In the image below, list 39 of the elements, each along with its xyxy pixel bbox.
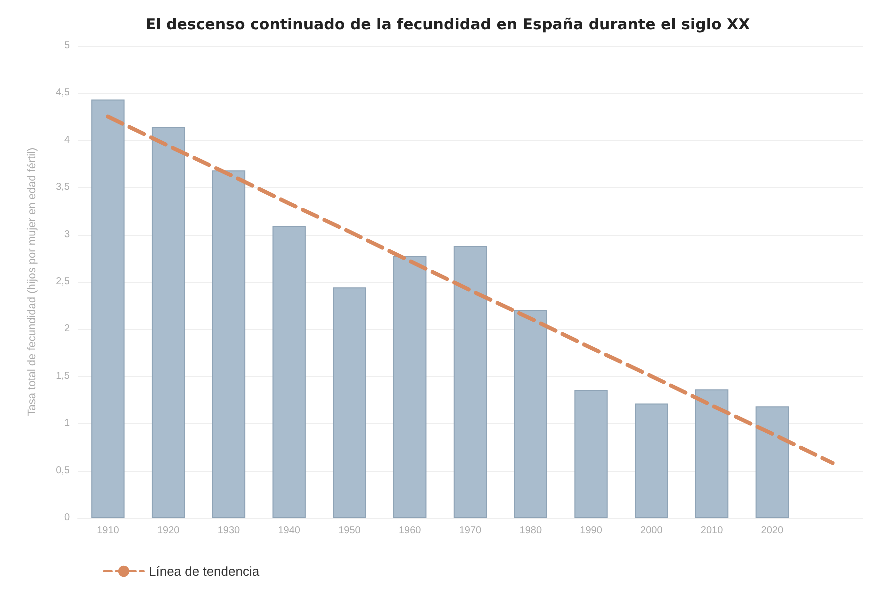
x-tick-label: 2010	[700, 526, 724, 536]
y-tick-label: 5	[64, 40, 70, 52]
line-series	[106, 114, 835, 466]
bar	[756, 406, 790, 518]
y-tick-label: 1	[64, 418, 70, 430]
y-axis-title: Tasa total de fecundidad (hijos por mujer en edad fértil)	[26, 148, 38, 416]
chart-title: El descenso continuado de la fecundidad en España durante el siglo XX	[146, 16, 751, 34]
x-tick-label: 1930	[218, 526, 241, 536]
bar	[574, 390, 608, 518]
y-tick-label: 4,5	[56, 88, 70, 99]
y-tick-label: 0	[64, 512, 70, 524]
x-tick-label: 1920	[157, 526, 180, 536]
y-tick-label: 0,5	[56, 465, 70, 476]
bar	[635, 404, 668, 518]
x-tick-label: 1910	[97, 526, 120, 536]
bar	[212, 170, 246, 518]
bar	[152, 127, 186, 518]
x-tick-label: 1980	[520, 526, 542, 536]
bar	[92, 100, 125, 518]
bar	[454, 246, 488, 518]
bar	[333, 288, 366, 518]
y-tick-label: 4	[64, 134, 70, 146]
x-tick-label: 1990	[580, 526, 603, 536]
bar	[394, 256, 427, 518]
x-tick-label: 1960	[398, 526, 422, 536]
bar	[272, 226, 306, 518]
y-tick-label: 3	[64, 229, 70, 240]
x-tick-label: 1940	[278, 526, 301, 536]
bar	[514, 310, 548, 518]
bar	[695, 390, 729, 518]
y-tick-label: 1,5	[56, 370, 70, 382]
y-tick-label: 2,5	[56, 276, 70, 288]
legend-label: Línea de tendencia	[149, 564, 260, 579]
x-tick-label: 1950	[338, 526, 362, 536]
x-tick-label: 2020	[761, 526, 784, 536]
x-tick-label: 2000	[640, 526, 664, 536]
y-tick-label: 2	[64, 324, 70, 335]
x-tick-label: 1970	[459, 526, 482, 536]
y-tick-label: 3,5	[56, 182, 70, 194]
